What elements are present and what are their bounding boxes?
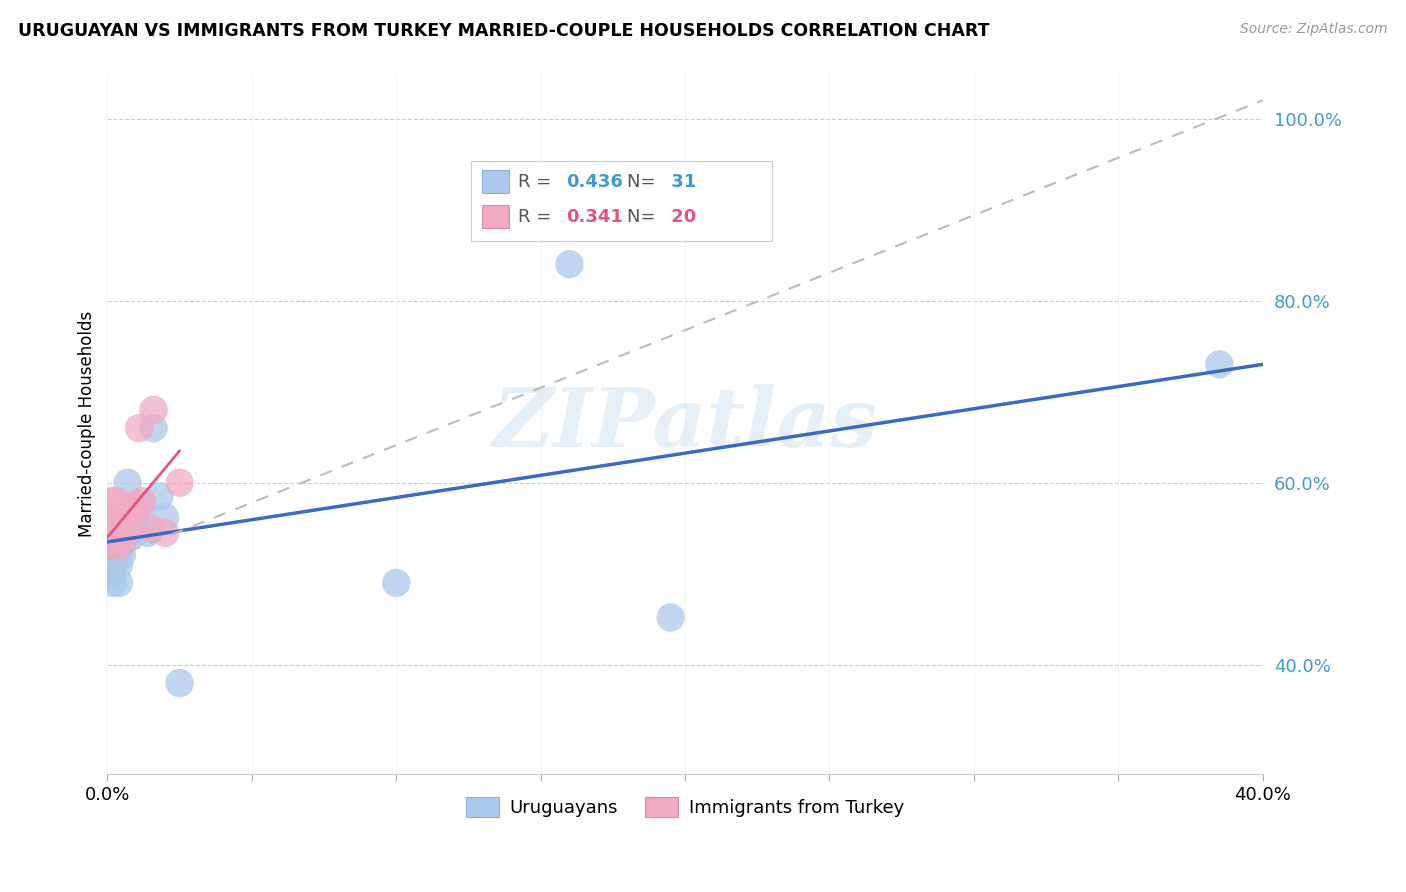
Point bbox=[131, 499, 153, 513]
FancyBboxPatch shape bbox=[471, 161, 772, 241]
Point bbox=[101, 549, 124, 563]
Point bbox=[125, 503, 148, 517]
Point bbox=[108, 575, 131, 590]
Point bbox=[558, 257, 581, 271]
Point bbox=[142, 403, 165, 417]
Point bbox=[122, 508, 145, 522]
Point bbox=[153, 525, 176, 540]
Point bbox=[105, 521, 128, 535]
Point bbox=[105, 549, 128, 563]
Point bbox=[105, 521, 128, 535]
Point bbox=[108, 558, 131, 572]
Point bbox=[169, 475, 191, 490]
Y-axis label: Married-couple Households: Married-couple Households bbox=[79, 310, 96, 537]
Point bbox=[105, 540, 128, 554]
Point bbox=[108, 516, 131, 531]
Text: 20: 20 bbox=[665, 208, 696, 226]
Point bbox=[114, 525, 136, 540]
Point bbox=[169, 676, 191, 690]
Text: URUGUAYAN VS IMMIGRANTS FROM TURKEY MARRIED-COUPLE HOUSEHOLDS CORRELATION CHART: URUGUAYAN VS IMMIGRANTS FROM TURKEY MARR… bbox=[18, 22, 990, 40]
Point bbox=[139, 521, 162, 535]
Point bbox=[125, 512, 148, 526]
Point bbox=[117, 508, 139, 522]
Text: ZIPatlas: ZIPatlas bbox=[492, 384, 877, 464]
Point bbox=[101, 512, 124, 526]
Point bbox=[120, 521, 142, 535]
Point bbox=[101, 530, 124, 544]
Point bbox=[114, 512, 136, 526]
Text: 0.436: 0.436 bbox=[567, 173, 623, 191]
FancyBboxPatch shape bbox=[482, 205, 509, 228]
Text: 0.341: 0.341 bbox=[567, 208, 623, 226]
Point bbox=[111, 512, 134, 526]
Legend: Uruguayans, Immigrants from Turkey: Uruguayans, Immigrants from Turkey bbox=[458, 789, 911, 825]
Point bbox=[98, 494, 121, 508]
Point bbox=[98, 566, 121, 581]
Point bbox=[101, 558, 124, 572]
Point bbox=[114, 530, 136, 544]
Point bbox=[136, 525, 159, 540]
Point bbox=[385, 575, 408, 590]
Text: Source: ZipAtlas.com: Source: ZipAtlas.com bbox=[1240, 22, 1388, 37]
FancyBboxPatch shape bbox=[482, 170, 509, 193]
Point bbox=[98, 540, 121, 554]
Point bbox=[1208, 357, 1230, 371]
Point bbox=[125, 525, 148, 540]
Point bbox=[142, 421, 165, 435]
Point bbox=[111, 549, 134, 563]
Point bbox=[117, 475, 139, 490]
Text: R =: R = bbox=[517, 173, 557, 191]
Text: N=: N= bbox=[627, 173, 661, 191]
Point bbox=[122, 499, 145, 513]
Text: N=: N= bbox=[627, 208, 661, 226]
Point bbox=[98, 540, 121, 554]
Point bbox=[131, 494, 153, 508]
Text: 31: 31 bbox=[665, 173, 696, 191]
Point bbox=[148, 490, 170, 504]
Point bbox=[111, 540, 134, 554]
Point bbox=[101, 530, 124, 544]
Point bbox=[101, 575, 124, 590]
Point bbox=[153, 510, 176, 524]
Point bbox=[128, 421, 150, 435]
Point bbox=[108, 540, 131, 554]
Text: R =: R = bbox=[517, 208, 557, 226]
Point bbox=[120, 525, 142, 540]
Point bbox=[659, 610, 682, 624]
Point bbox=[98, 553, 121, 567]
Point bbox=[105, 494, 128, 508]
